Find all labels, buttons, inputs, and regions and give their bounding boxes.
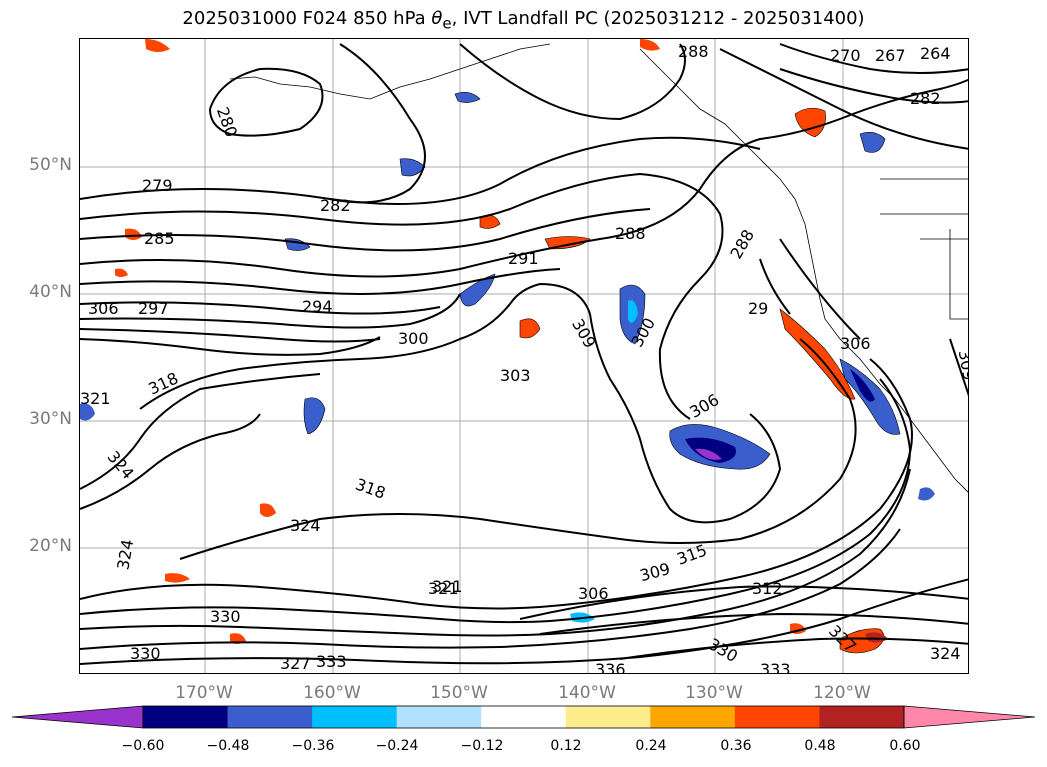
colorbar-tick: −0.24: [375, 738, 419, 754]
lat-label-30n: 30°N: [29, 409, 72, 429]
contour-label: 306: [686, 390, 722, 422]
map-title: 2025031000 F024 850 hPa θe, IVT Landfall…: [0, 8, 1047, 33]
colorbar: [11, 705, 1036, 729]
contour-label: 309: [955, 349, 969, 382]
contour-label: 324: [930, 644, 961, 663]
title-theta-sub: e: [442, 14, 452, 33]
colorbar-cell: [565, 706, 651, 728]
contour-label: 330: [705, 634, 741, 666]
colorbar-cell: [227, 706, 313, 728]
contour-label: 280: [213, 104, 241, 139]
colorbar-extend-high: [903, 705, 1036, 729]
contour-label: 321: [428, 579, 459, 598]
contour-label: 303: [500, 366, 531, 385]
contour-label: 315: [674, 540, 709, 568]
colorbar-tick: 0.48: [804, 738, 836, 754]
lat-label-40n: 40°N: [29, 282, 72, 302]
contour-label: 321: [432, 577, 463, 596]
colorbar-cell: [312, 706, 398, 728]
coastlines: [229, 43, 968, 493]
contour-labels: 288 270 267 264 282 280 279 282 285 288 …: [80, 42, 969, 674]
contour-label: 312: [752, 579, 783, 598]
colorbar-cell: [650, 706, 736, 728]
contour-label: 333: [760, 660, 791, 674]
map-panel: 288 270 267 264 282 280 279 282 285 288 …: [79, 38, 969, 674]
lon-label-120w: 120°W: [813, 683, 871, 703]
theta-e-contours: [80, 43, 968, 665]
colorbar-tick: 0.24: [635, 738, 667, 754]
contour-label: 267: [875, 46, 906, 65]
contour-label: 333: [316, 652, 347, 671]
contour-label: 309: [568, 315, 600, 351]
lon-label-140w: 140°W: [558, 683, 616, 703]
contour-label: 297: [138, 299, 169, 318]
title-theta: θ: [431, 8, 443, 29]
contour-label: 318: [353, 474, 388, 502]
contour-label: 327: [280, 654, 311, 673]
colorbar-border: [142, 705, 905, 729]
colorbar-tick: −0.48: [206, 738, 250, 754]
lat-label-50n: 50°N: [29, 155, 72, 175]
contour-label: 288: [615, 224, 646, 243]
contour-label: 294: [302, 297, 333, 316]
contour-label: 288: [678, 42, 709, 61]
lon-label-160w: 160°W: [303, 683, 361, 703]
contour-label: 309: [638, 559, 672, 585]
lon-label-150w: 150°W: [430, 683, 488, 703]
contour-label: 270: [830, 46, 861, 65]
contour-label: 282: [320, 196, 351, 215]
graticule: [80, 39, 968, 673]
colorbar-tick: 0.12: [550, 738, 582, 754]
contour-label: 285: [144, 229, 175, 248]
colorbar-tick: −0.12: [460, 738, 504, 754]
contour-label: 264: [920, 44, 951, 63]
contour-label: 330: [130, 644, 161, 663]
colorbar-cell: [481, 706, 567, 728]
contour-label: 330: [210, 607, 241, 626]
contour-label: 324: [290, 516, 321, 535]
title-rest: , IVT Landfall PC (2025031212 - 20250314…: [451, 8, 865, 29]
contour-label: 306: [840, 334, 871, 353]
contour-label: 336: [595, 660, 626, 674]
colorbar-cell: [819, 706, 905, 728]
contour-label: 324: [113, 538, 137, 571]
colorbar-tick: −0.60: [121, 738, 165, 754]
colorbar-cell: [143, 706, 229, 728]
colorbar-cells: [11, 705, 1036, 729]
ivt-shading: [80, 39, 935, 654]
colorbar-tick: 0.60: [889, 738, 921, 754]
contour-label: 29: [748, 299, 768, 318]
contour-label: 300: [398, 329, 429, 348]
contour-label: 291: [508, 249, 539, 268]
contour-label: 279: [142, 176, 173, 195]
colorbar-cell: [734, 706, 820, 728]
colorbar-extend-low: [11, 705, 144, 729]
lon-label-170w: 170°W: [175, 683, 233, 703]
colorbar-tick: 0.36: [720, 738, 752, 754]
contour-label: 306: [88, 299, 119, 318]
contour-label: 282: [910, 89, 941, 108]
lat-label-20n: 20°N: [29, 536, 72, 556]
map-plot: 288 270 267 264 282 280 279 282 285 288 …: [80, 39, 969, 674]
contour-label: 324: [104, 447, 138, 483]
contour-label: 306: [578, 584, 609, 603]
colorbar-tick: −0.36: [291, 738, 335, 754]
title-main: 2025031000 F024 850 hPa: [182, 8, 432, 29]
colorbar-cell: [396, 706, 482, 728]
contour-label: 288: [726, 226, 758, 262]
contour-label: 321: [80, 389, 111, 408]
lon-label-130w: 130°W: [685, 683, 743, 703]
